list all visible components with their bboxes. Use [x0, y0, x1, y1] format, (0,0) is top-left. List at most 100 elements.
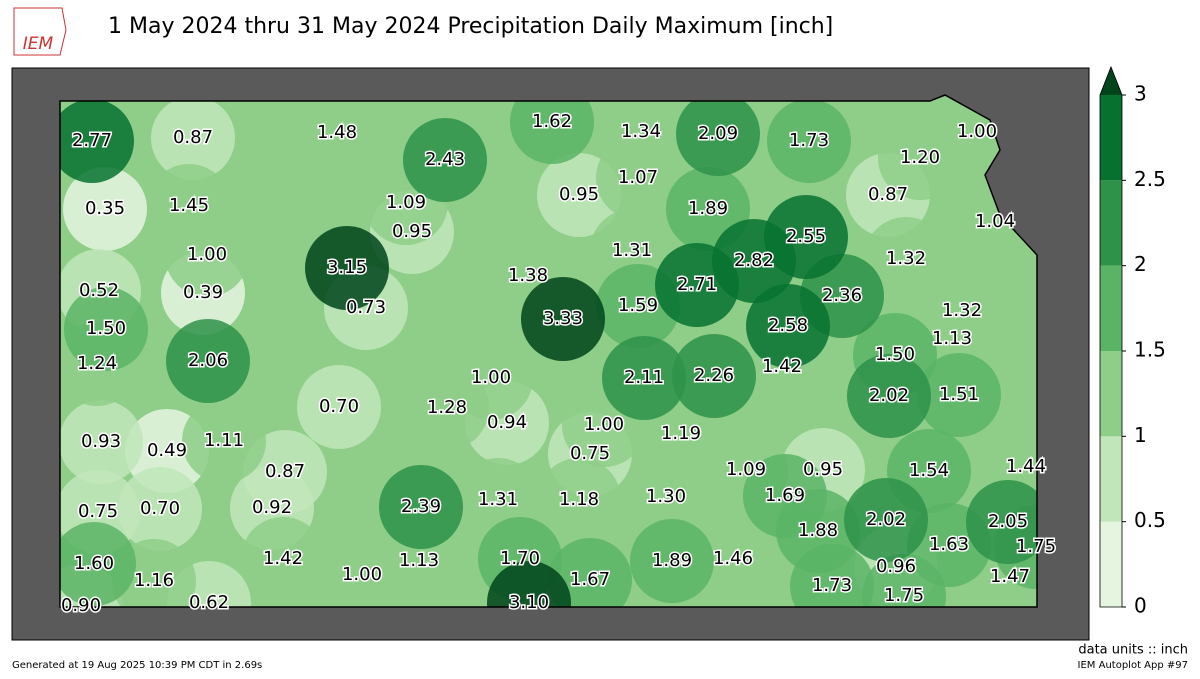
precip-area	[297, 365, 381, 449]
station-value: 1.24	[77, 353, 117, 374]
station-value: 1.88	[798, 520, 838, 541]
colorbar-tick-label: 1	[1134, 423, 1147, 447]
precip-area	[917, 353, 1001, 437]
colorbar-extend	[1100, 67, 1122, 95]
station-value: 0.96	[876, 556, 916, 577]
logo: IEM	[13, 7, 67, 56]
station-value: 1.32	[942, 300, 982, 321]
precip-area	[182, 399, 266, 483]
station-value: 1.31	[478, 489, 518, 510]
colorbar-outline	[1099, 65, 1123, 608]
station-value: 1.42	[762, 356, 802, 377]
station-value: 1.63	[929, 534, 969, 555]
station-value: 1.13	[399, 550, 439, 571]
station-value: 0.94	[487, 412, 527, 433]
station-value: 2.77	[72, 130, 112, 151]
colorbar-tick-label: 2.5	[1134, 167, 1166, 191]
precip-area	[746, 284, 830, 368]
station-value: 1.46	[713, 548, 753, 569]
colorbar-bin	[1100, 521, 1122, 607]
colorbar-tick-label: 1.5	[1134, 338, 1166, 362]
precip-area	[767, 99, 851, 183]
station-value: 0.39	[183, 282, 223, 303]
precip-area	[63, 167, 147, 251]
precip-area	[599, 95, 683, 174]
precip-area	[864, 217, 948, 301]
station-value: 0.49	[147, 440, 187, 461]
precip-area	[60, 99, 134, 183]
station-value: 1.31	[612, 240, 652, 261]
station-value: 0.73	[346, 297, 386, 318]
precip-area	[878, 116, 962, 200]
station-value: 1.28	[427, 397, 467, 418]
station-value: 1.13	[932, 328, 972, 349]
station-value: 1.07	[618, 167, 658, 188]
station-value: 3.33	[543, 308, 583, 329]
station-value: 1.09	[726, 459, 766, 480]
precip-area	[60, 522, 136, 606]
station-value: 2.09	[698, 123, 738, 144]
station-value: 1.67	[570, 569, 610, 590]
precip-area	[166, 319, 250, 403]
station-value: 2.02	[866, 509, 906, 530]
colorbar-bin	[1100, 436, 1122, 522]
station-value: 2.55	[786, 226, 826, 247]
station-value: 2.11	[624, 367, 664, 388]
station-value: 2.26	[694, 365, 734, 386]
station-value: 0.93	[81, 431, 121, 452]
units-note: data units :: inch	[1078, 643, 1188, 658]
station-value: 1.50	[875, 344, 915, 365]
station-value: 1.75	[884, 585, 924, 606]
precip-area	[295, 95, 379, 175]
station-value: 0.75	[570, 443, 610, 464]
station-value: 1.51	[939, 384, 979, 405]
colorbar-tick-label: 3	[1134, 82, 1147, 106]
station-value: 1.50	[86, 318, 126, 339]
title: 1 May 2024 thru 31 May 2024 Precipitatio…	[108, 14, 833, 39]
station-value: 1.16	[134, 570, 174, 591]
station-value: 1.75	[1016, 536, 1056, 557]
station-value: 1.00	[957, 121, 997, 142]
station-value: 0.87	[173, 127, 213, 148]
precip-area	[405, 366, 489, 450]
station-value: 1.00	[471, 367, 511, 388]
station-value: 1.45	[169, 195, 209, 216]
station-value: 1.09	[386, 192, 426, 213]
station-value: 1.38	[508, 265, 548, 286]
logo-text: IEM	[23, 34, 54, 54]
footer-right: IEM Autoplot App #97	[1078, 660, 1188, 671]
station-value: 1.73	[812, 575, 852, 596]
station-value: 1.48	[317, 122, 357, 143]
station-value: 2.06	[188, 350, 228, 371]
precip-area	[241, 517, 325, 601]
station-value: 0.90	[61, 595, 101, 616]
station-value: 2.82	[734, 250, 774, 271]
station-value: 1.47	[990, 566, 1030, 587]
station-value: 0.95	[803, 459, 843, 480]
station-value: 1.89	[652, 550, 692, 571]
precip-area	[305, 226, 389, 310]
station-value: 3.15	[327, 257, 367, 278]
precip-area	[847, 354, 931, 438]
station-value: 2.58	[768, 315, 808, 336]
precip-area	[676, 95, 760, 176]
precip-area	[672, 334, 756, 418]
precip-area	[691, 517, 775, 601]
station-value: 0.70	[140, 498, 180, 519]
precip-area	[521, 277, 605, 361]
colorbar: 0 0.5 1 1.5 2 2.5 3	[1099, 65, 1166, 618]
colorbar-bin	[1100, 351, 1122, 437]
station-value: 2.43	[425, 149, 465, 170]
station-value: 0.95	[392, 221, 432, 242]
station-value: 0.87	[868, 184, 908, 205]
colorbar-bin	[1100, 180, 1122, 266]
precip-area	[776, 489, 860, 573]
station-value: 0.95	[559, 184, 599, 205]
precip-area	[602, 336, 686, 420]
station-value: 1.73	[789, 130, 829, 151]
station-value: 2.36	[822, 285, 862, 306]
colorbar-tick-label: 0.5	[1134, 508, 1166, 532]
precip-area	[624, 455, 708, 539]
station-value: 0.62	[189, 592, 229, 613]
